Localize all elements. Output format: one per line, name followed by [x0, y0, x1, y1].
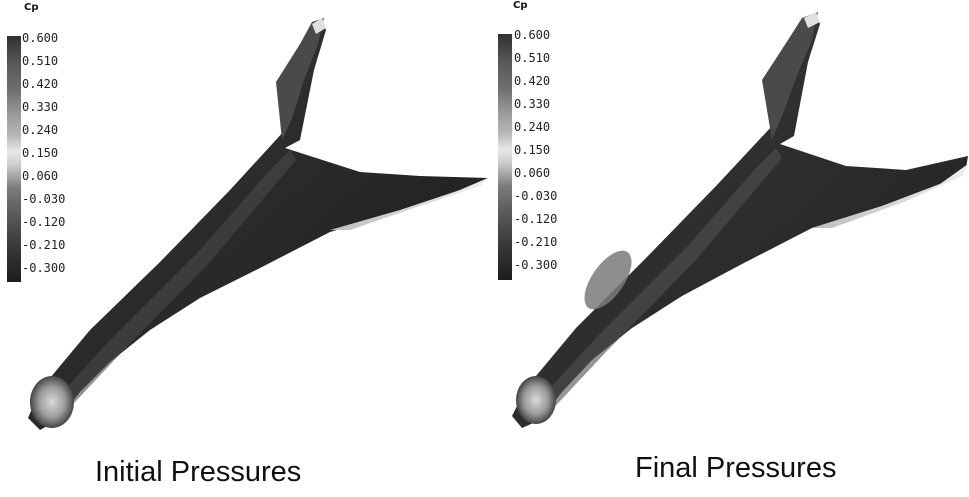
cp-colorbar [7, 36, 21, 282]
panel-caption: Initial Pressures [95, 456, 302, 488]
panel-final-pressures: Cp 0.600 0.510 0.420 0.330 0.240 0.150 0… [490, 0, 969, 497]
panel-initial-pressures: Cp 0.600 0.510 0.420 0.330 0.240 0.150 0… [7, 2, 488, 488]
tick-label: 0.240 [22, 123, 59, 137]
tick-label: -0.030 [514, 189, 558, 203]
tick-label: 0.420 [22, 77, 59, 91]
tick-label: 0.330 [22, 100, 59, 114]
tick-label: 0.150 [22, 146, 59, 160]
tick-label: 0.600 [514, 28, 551, 42]
aircraft-pressure-model [28, 18, 488, 430]
tick-label: 0.330 [514, 97, 551, 111]
tick-label: 0.150 [514, 143, 551, 157]
cp-colorbar [498, 34, 512, 280]
tick-label: -0.120 [514, 212, 558, 226]
aircraft-pressure-model [512, 12, 968, 428]
fuselage-band [530, 148, 782, 416]
tick-label: 0.420 [514, 74, 551, 88]
tick-label: 0.240 [514, 120, 551, 134]
tail-fin [762, 12, 818, 140]
fuselage-band [44, 150, 296, 418]
tail-fin [276, 18, 324, 140]
tick-label: -0.210 [514, 235, 558, 249]
fin-tip-highlight [804, 12, 820, 28]
tick-label: 0.060 [22, 169, 59, 183]
panel-caption: Final Pressures [635, 452, 837, 484]
nose-cone [30, 376, 74, 428]
tick-label: 0.060 [514, 166, 551, 180]
fin-tip-highlight [312, 18, 326, 34]
tick-label: -0.120 [22, 215, 66, 229]
tick-label: 0.510 [22, 54, 59, 68]
tick-label: -0.300 [514, 258, 558, 272]
tick-label: -0.300 [22, 261, 66, 275]
pressure-patch [584, 250, 632, 310]
legend-title: Cp [513, 0, 528, 11]
tick-label: -0.210 [22, 238, 66, 252]
tick-label: 0.510 [514, 51, 551, 65]
tick-label: 0.600 [22, 31, 59, 45]
legend-title: Cp [24, 2, 39, 13]
nose-cone [516, 376, 556, 424]
tick-label: -0.030 [22, 192, 66, 206]
